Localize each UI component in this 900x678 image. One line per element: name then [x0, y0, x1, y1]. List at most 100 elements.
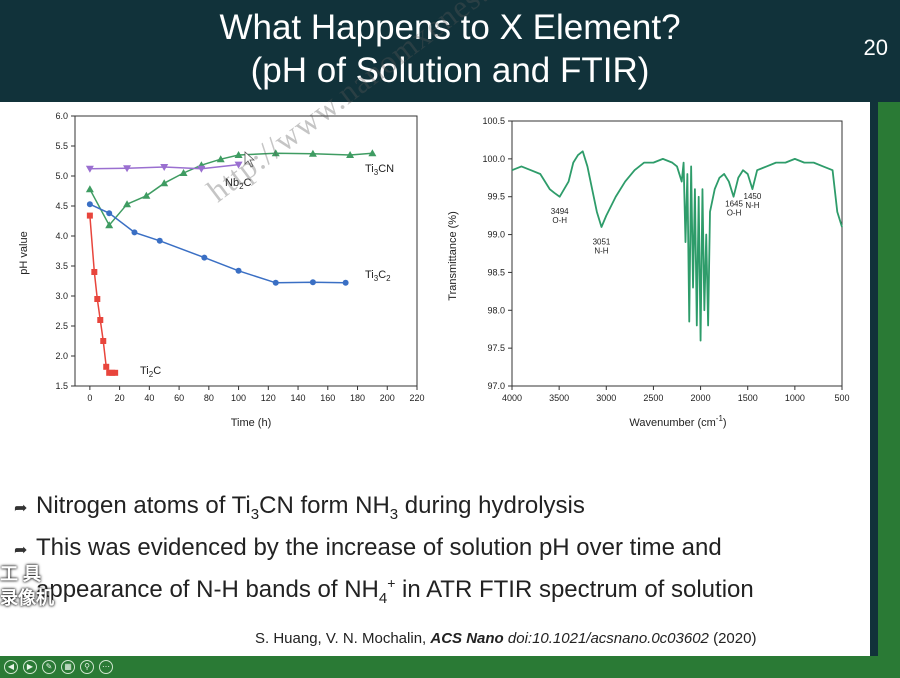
- ph-x-tick-label: 180: [350, 393, 365, 403]
- ph-x-tick-label: 60: [174, 393, 184, 403]
- ph-series-group: Ti3CN Nb2C Ti3C2 Ti2C: [85, 149, 394, 379]
- ph-data-point: [105, 221, 114, 229]
- ph-x-tick-label: 140: [291, 393, 306, 403]
- ph-chart: 0 20 40 60 80 100 120 140 160 180 200 220 1.5 2.0 2.5 3…: [18, 111, 425, 429]
- ftir-peak-label: O-H: [552, 216, 567, 225]
- ph-data-point: [308, 149, 317, 157]
- bullet-text: This was evidenced by the increase of so…: [36, 533, 722, 561]
- ph-data-point: [86, 212, 93, 219]
- ph-series-label: Ti3CN: [365, 163, 394, 177]
- ftir-x-tick-label: 3000: [596, 393, 616, 403]
- ph-data-point: [234, 151, 243, 158]
- ftir-y-tick-label: 100.0: [482, 154, 505, 164]
- ftir-peak-label: 1645: [725, 200, 743, 209]
- ph-y-axis-label: pH value: [18, 231, 30, 274]
- ftir-x-tick-label: 1500: [738, 393, 758, 403]
- ftir-y-tick-label: 97.0: [487, 381, 505, 391]
- ph-series-line: [89, 215, 116, 374]
- ftir-plot-frame: [511, 120, 843, 387]
- page-number: 20: [863, 35, 888, 60]
- ph-data-point: [100, 338, 107, 344]
- ph-x-tick-label: 80: [204, 393, 214, 403]
- ph-x-tick-label: 100: [231, 393, 246, 403]
- ftir-y-tick-label: 99.5: [487, 192, 505, 202]
- ph-x-tick-label: 0: [87, 393, 92, 403]
- ph-y-tick-label: 5.5: [55, 141, 68, 151]
- ftir-x-tick-label: 500: [834, 393, 849, 403]
- arrow-bullet-icon: ➦: [14, 541, 28, 559]
- ph-y-tick-label: 2.0: [55, 351, 68, 361]
- ftir-y-tick-label: 97.5: [487, 343, 505, 353]
- ph-data-point: [197, 165, 206, 173]
- ftir-x-tick-label: 4000: [502, 393, 522, 403]
- ph-data-point: [201, 254, 208, 261]
- ph-series-line: [89, 203, 346, 284]
- ph-data-point: [156, 237, 163, 244]
- previous-slide-icon[interactable]: ◀: [4, 660, 18, 674]
- arrow-bullet-icon: ➦: [14, 500, 28, 517]
- ftir-peak-label: O-H: [727, 209, 742, 218]
- ph-x-tick-label: 40: [144, 393, 154, 403]
- slide-title: What Happens to X Element? (pH of Soluti…: [0, 6, 900, 92]
- ph-data-point: [160, 179, 169, 187]
- ph-y-tick-label: 5.0: [55, 171, 68, 181]
- mouse-cursor-icon: [244, 151, 256, 168]
- ph-y-tick-label: 4.5: [55, 201, 68, 211]
- ph-x-tick-label: 160: [320, 393, 335, 403]
- ph-data-point: [179, 169, 188, 176]
- slide-title-line1: What Happens to X Element?: [219, 8, 681, 47]
- green-stripe: [878, 102, 900, 656]
- ph-data-point: [103, 363, 110, 370]
- ph-data-point: [91, 269, 98, 275]
- ftir-chart: 4000 3500 3000 2500 2000 1500 1000 500 97.0 97.5 9…: [447, 116, 850, 429]
- ftir-y-tick-label: 99.0: [487, 230, 505, 240]
- ph-plot-frame: [74, 115, 418, 387]
- ph-data-point: [271, 149, 280, 157]
- ph-x-tick-label: 20: [115, 393, 125, 403]
- ftir-peak-label: 1450: [744, 192, 762, 201]
- ftir-peak-label: N-H: [594, 246, 608, 255]
- ftir-y-tick-label: 100.5: [482, 116, 505, 126]
- ftir-x-tick-label: 1000: [785, 393, 805, 403]
- slide-title-line2: (pH of Solution and FTIR): [250, 51, 650, 90]
- more-options-icon[interactable]: ⋯: [99, 660, 113, 674]
- title-bar: What Happens to X Element? (pH of Soluti…: [0, 0, 900, 102]
- ftir-axes: 4000 3500 3000 2500 2000 1500 1000 500 97.0 97.5 9…: [482, 116, 849, 403]
- ph-data-point: [85, 165, 94, 173]
- ph-x-tick-label: 200: [380, 393, 395, 403]
- bullet-item: ➦ This was evidenced by the increase of …: [14, 531, 854, 567]
- ph-data-point: [216, 155, 225, 163]
- zoom-icon[interactable]: ⚲: [80, 660, 94, 674]
- ph-data-point: [142, 191, 151, 199]
- pen-icon[interactable]: ✎: [42, 660, 56, 674]
- ftir-y-tick-label: 98.5: [487, 267, 505, 277]
- ph-data-point: [106, 210, 113, 217]
- ph-data-point: [234, 161, 243, 169]
- ftir-y-axis-label: Transmittance (%): [447, 211, 459, 300]
- ph-data-point: [123, 200, 132, 208]
- ftir-x-tick-label: 2500: [643, 393, 663, 403]
- ph-x-tick-label: 120: [261, 393, 276, 403]
- ph-axes: 0 20 40 60 80 100 120 140 160 180 200 220 1.5 2.0 2.5 3…: [55, 111, 424, 403]
- ph-y-tick-label: 6.0: [55, 111, 68, 121]
- ph-x-axis-label: Time (h): [231, 417, 272, 429]
- bullet-text: Nitrogen atoms of Ti3CN form NH3 during …: [36, 492, 585, 523]
- ftir-x-axis-label: Wavenumber (cm-1): [629, 414, 726, 429]
- ph-data-point: [309, 279, 316, 286]
- ph-y-tick-label: 3.0: [55, 291, 68, 301]
- ph-data-point: [131, 229, 138, 236]
- ph-data-point: [160, 164, 169, 171]
- ph-data-point: [97, 317, 104, 323]
- slides-grid-icon[interactable]: ▦: [61, 660, 75, 674]
- presentation-controls: ◀ ▶ ✎ ▦ ⚲ ⋯: [0, 656, 900, 678]
- ph-y-tick-label: 3.5: [55, 261, 68, 271]
- ph-y-tick-label: 2.5: [55, 321, 68, 331]
- next-slide-icon[interactable]: ▶: [23, 660, 37, 674]
- ph-y-tick-label: 4.0: [55, 231, 68, 241]
- ftir-x-tick-label: 2000: [691, 393, 711, 403]
- ftir-y-tick-label: 98.0: [487, 305, 505, 315]
- ph-data-point: [112, 369, 119, 376]
- ph-data-point: [346, 151, 355, 158]
- bullet-text: appearance of N-H bands of NH4+ in ATR F…: [36, 574, 754, 607]
